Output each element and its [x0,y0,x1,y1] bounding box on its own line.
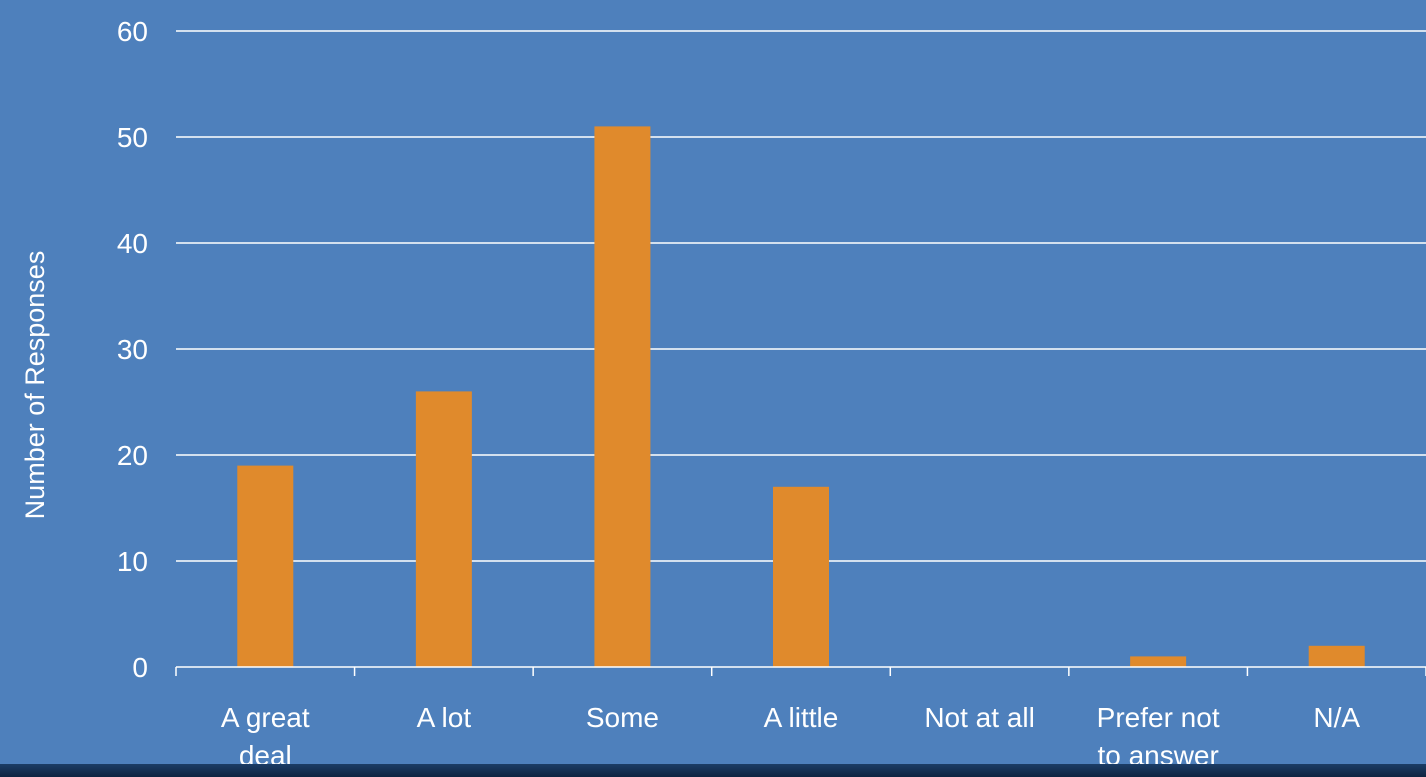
x-tick-label: Some [586,702,659,733]
y-tick-label: 0 [132,652,148,683]
y-tick-label: 10 [117,546,148,577]
y-axis-ticks: 0 10 20 30 40 50 60 [117,16,148,683]
bar [594,126,651,667]
x-tick-label: Not at all [924,702,1035,733]
x-tick-label: A little [764,702,839,733]
y-tick-label: 60 [117,16,148,47]
gridlines [176,30,1426,562]
bars [237,126,1365,667]
bottom-band [0,764,1426,777]
bar [415,391,472,667]
x-tick-label: N/A [1313,702,1360,733]
x-axis: A great deal A lot Some A little Not at all Pr… [175,666,1426,771]
bar [237,465,294,667]
x-tick-label: A great deal [221,702,310,771]
y-tick-label: 20 [117,440,148,471]
x-tick-label: Prefer not to answer [1097,702,1220,771]
x-tick-label: A lot [417,702,472,733]
y-tick-label: 40 [117,228,148,259]
y-tick-label: 50 [117,122,148,153]
bar [1130,656,1187,667]
y-tick-label: 30 [117,334,148,365]
bar [773,486,829,667]
bar [1308,645,1365,667]
y-axis-title: Number of Responses [20,251,50,520]
